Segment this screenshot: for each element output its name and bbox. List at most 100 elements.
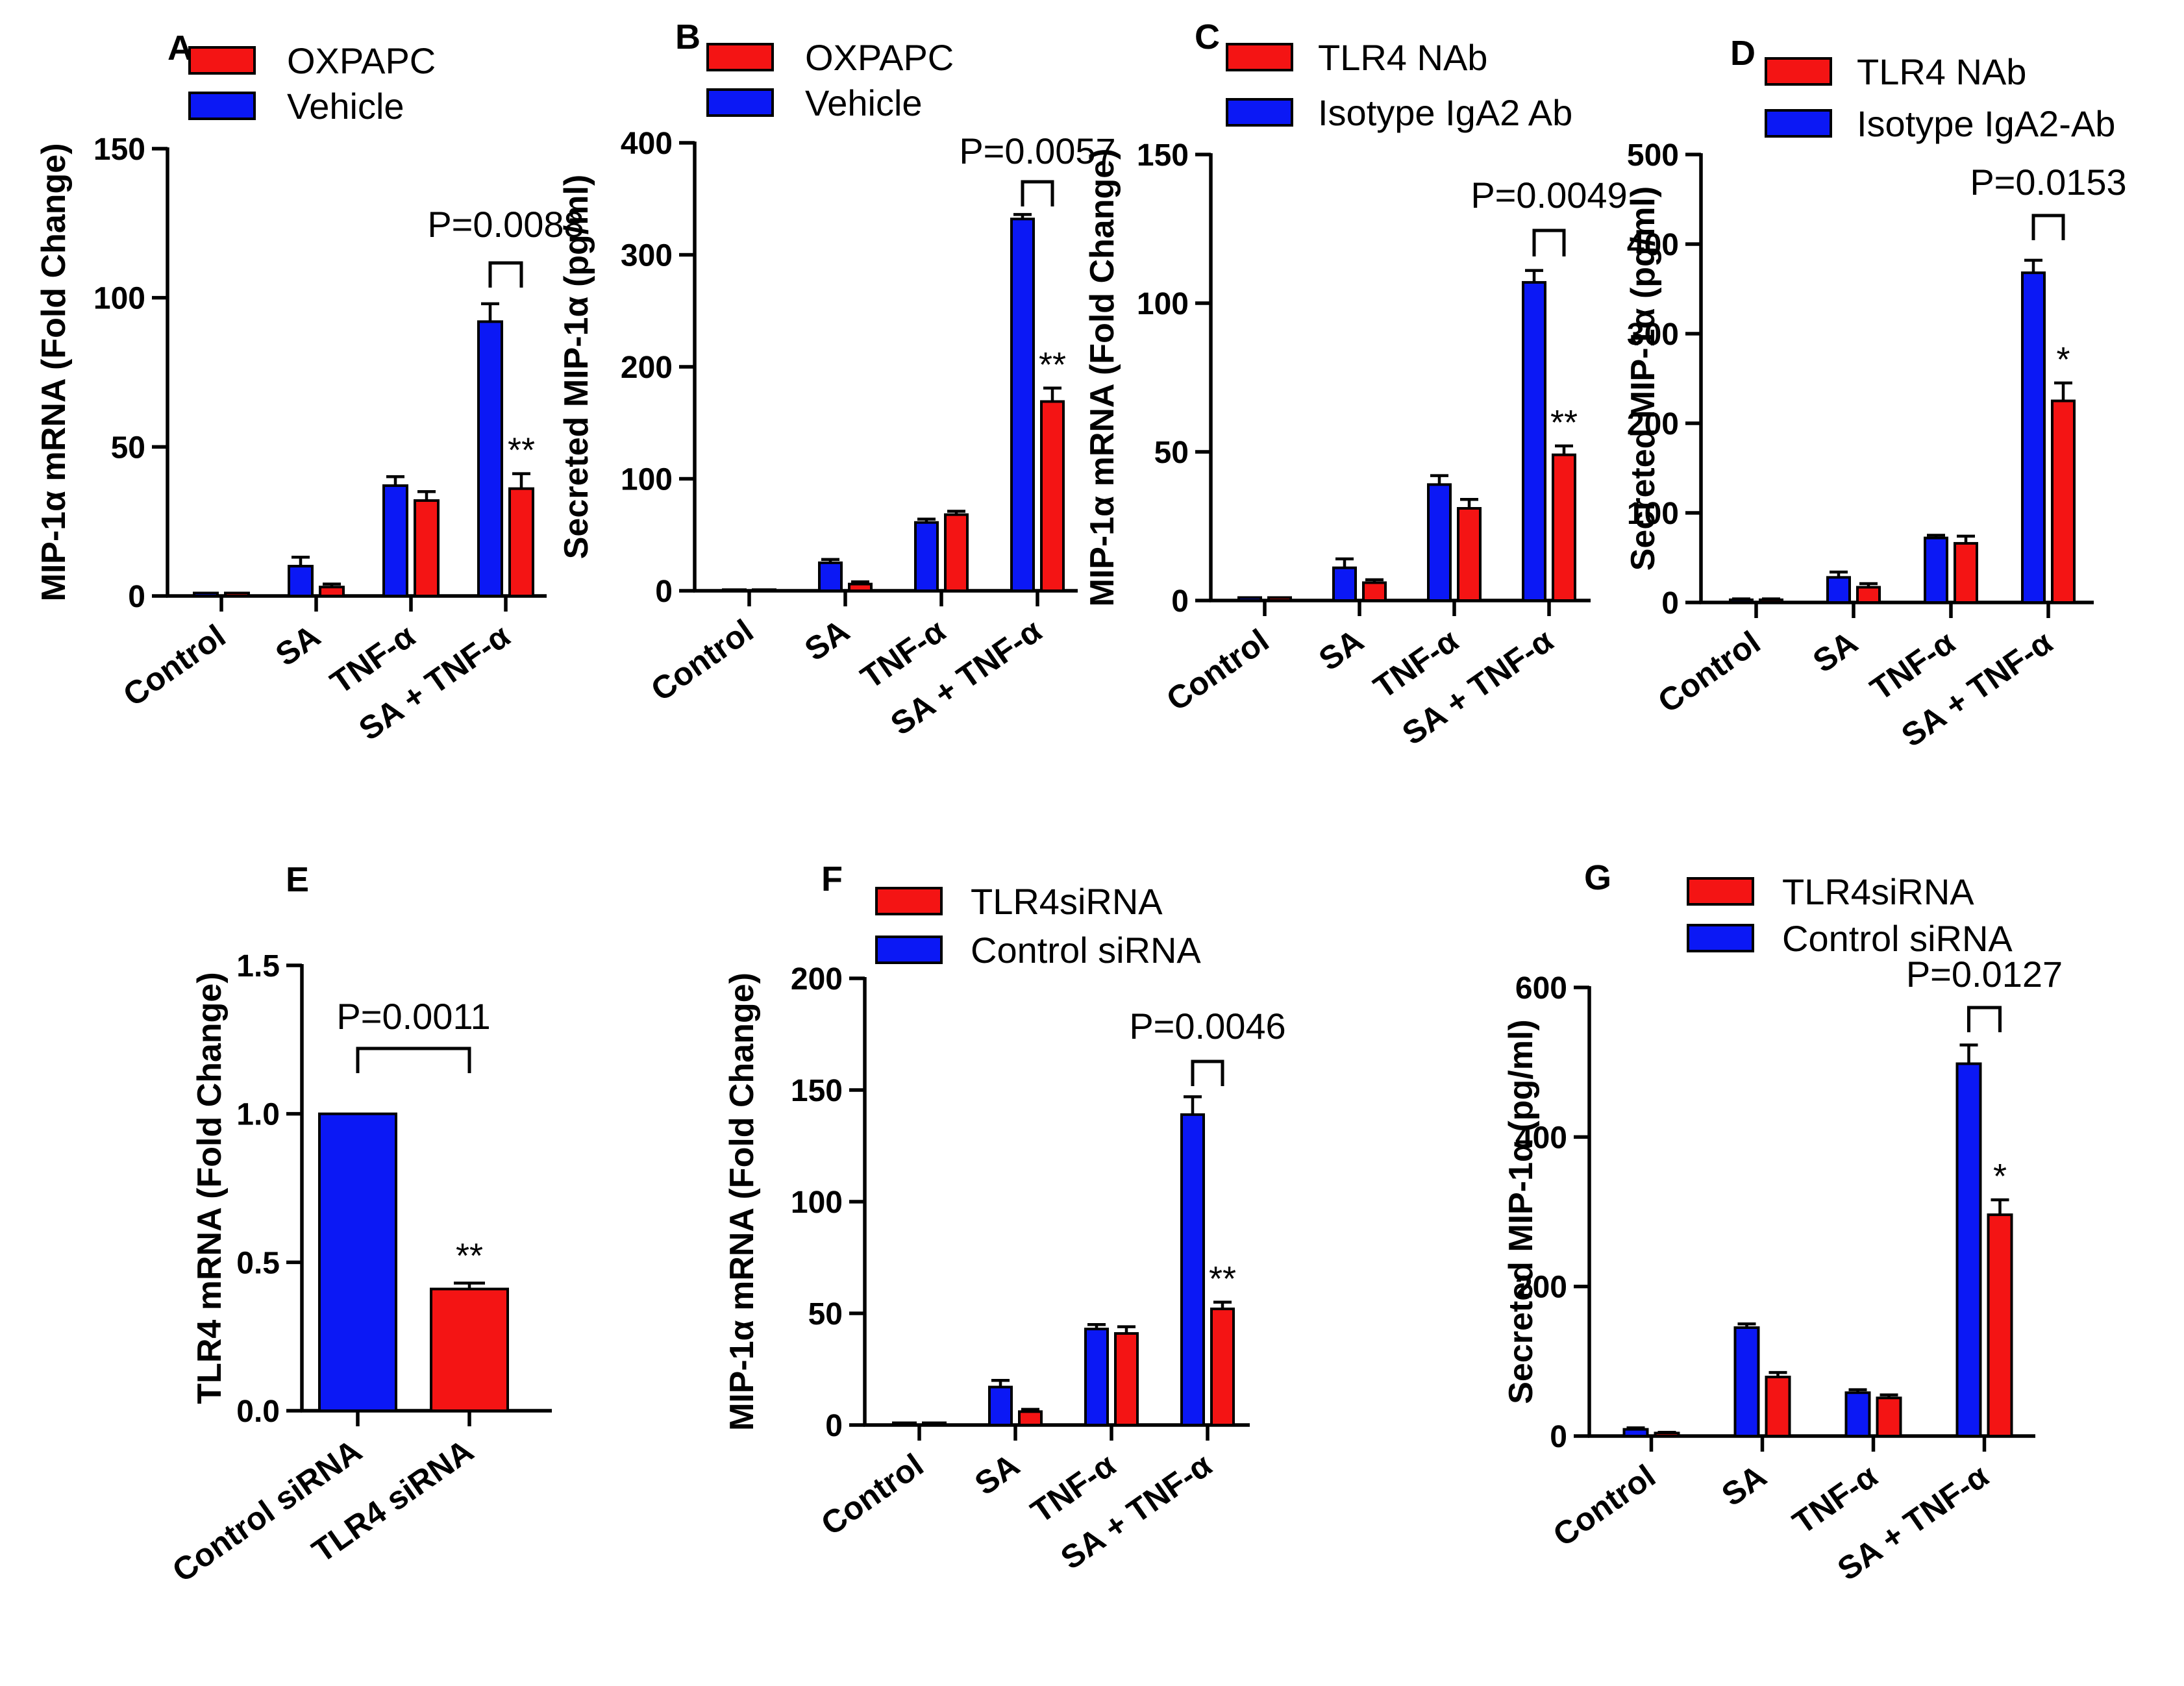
error-bar <box>1959 1043 1978 1064</box>
bar-blue <box>722 588 747 593</box>
error-bar <box>1555 444 1573 455</box>
legend-label: Control siRNA <box>971 930 1201 971</box>
panel-letter: C <box>1195 18 1220 56</box>
bar-red <box>752 588 776 593</box>
p-value-label: P=0.0049 <box>1470 175 1627 216</box>
error-bar <box>947 510 965 515</box>
bar-blue <box>288 565 314 597</box>
panel-g: G 0 200 400 600 Secreted MIP-1α (pg/ml) Contro… <box>1502 858 2063 1587</box>
legend-label: OXPAPC <box>805 37 954 78</box>
y-tick-label: 0 <box>825 1409 843 1443</box>
bar-blue <box>1522 280 1546 602</box>
significance-stars: ** <box>1039 345 1066 384</box>
error-bar <box>1859 582 1878 588</box>
p-value-label: P=0.0046 <box>1129 1006 1285 1047</box>
error-bar <box>1213 1300 1232 1309</box>
bar-red <box>944 513 969 593</box>
bar-red <box>319 586 345 597</box>
legend-label: Control siRNA <box>1782 918 2013 959</box>
x-tick-label: Control <box>1546 1457 1662 1554</box>
bar-blue <box>1924 536 1948 604</box>
x-tick-label: SA <box>1312 622 1370 678</box>
y-tick-label: 0.5 <box>236 1246 280 1280</box>
legend-swatch <box>1687 877 1754 906</box>
error-bar <box>1830 570 1848 578</box>
significance-stars: * <box>2056 340 2070 379</box>
panel-letter: B <box>675 18 701 56</box>
bar-red <box>1876 1396 1902 1437</box>
error-bar <box>991 1378 1010 1387</box>
bar-blue <box>1010 217 1035 592</box>
y-tick-label: 200 <box>1515 1271 1567 1305</box>
error-bar <box>1013 213 1032 219</box>
legend-label: TLR4 NAb <box>1318 37 1487 78</box>
x-tick-label: SA <box>1806 624 1864 680</box>
bar-blue <box>1084 1328 1109 1426</box>
bar-blue <box>2021 271 2046 604</box>
error-bar <box>1768 1370 1787 1378</box>
significance-stars: ** <box>1209 1259 1236 1298</box>
x-tick-label: Control <box>117 617 232 713</box>
legend-label: Isotype IgA2 Ab <box>1318 92 1572 133</box>
error-bar <box>454 1282 485 1289</box>
bar-red <box>1457 507 1482 602</box>
y-axis-title: MIP-1α mRNA (Fold Change) <box>35 143 73 601</box>
legend-swatch <box>706 43 774 71</box>
x-tick-label: Control siRNA <box>166 1432 368 1589</box>
significance-stars: ** <box>456 1236 483 1275</box>
y-tick-label: 100 <box>1137 287 1189 321</box>
bar-red <box>1040 400 1065 592</box>
y-tick-label: 600 <box>1515 971 1567 1006</box>
legend-swatch <box>1687 924 1754 952</box>
error-bar <box>1626 1426 1645 1430</box>
legend-label: TLR4siRNA <box>1782 871 1974 912</box>
y-tick-label: 0 <box>1661 586 1679 621</box>
panel-letter: E <box>286 860 309 899</box>
bar-blue <box>193 591 219 598</box>
y-axis-title: Secreted MIP-1α (pg/ml) <box>558 175 595 560</box>
error-bar <box>1657 1430 1676 1434</box>
bar-red <box>1765 1376 1791 1437</box>
significance-bracket <box>1532 229 1566 256</box>
error-bar <box>481 302 499 322</box>
y-tick-label: 150 <box>791 1074 843 1108</box>
x-tick-label: SA <box>968 1446 1026 1502</box>
bar-red <box>430 1287 509 1412</box>
significance-bracket <box>356 1047 471 1073</box>
bar-red <box>1018 1410 1043 1427</box>
error-bar <box>851 580 869 584</box>
y-tick-label: 300 <box>1627 317 1679 352</box>
y-tick-label: 400 <box>621 127 673 161</box>
error-bar <box>1991 1198 2009 1215</box>
error-bar <box>386 475 404 486</box>
p-value-label: P=0.0127 <box>1906 954 2063 995</box>
legend-label: OXPAPC <box>287 40 436 81</box>
error-bar <box>1460 498 1478 509</box>
bar-blue <box>1826 576 1851 604</box>
bar-red <box>1552 453 1576 602</box>
bar-blue <box>382 484 408 598</box>
bar-red <box>2051 399 2076 604</box>
p-value-label: P=0.0088 <box>427 204 584 245</box>
legend-swatch <box>875 936 943 964</box>
p-value-label: P=0.0011 <box>336 996 490 1037</box>
y-axis-title: Secreted MIP-1α (pg/ml) <box>1502 1019 1540 1404</box>
y-axis-title: MIP-1α mRNA (Fold Change) <box>723 973 761 1431</box>
bar-blue <box>1733 1326 1760 1437</box>
bar-blue <box>818 561 843 592</box>
significance-stars: ** <box>1550 403 1578 442</box>
error-bar <box>2024 258 2042 273</box>
x-tick-label: SA <box>798 612 856 668</box>
significance-bracket <box>488 261 523 288</box>
error-bar <box>1335 557 1354 568</box>
y-tick-label: 200 <box>1627 407 1679 441</box>
y-tick-label: 0 <box>128 580 145 614</box>
y-tick-label: 150 <box>1137 138 1189 173</box>
error-bar <box>1117 1325 1135 1333</box>
bar-blue <box>1622 1428 1649 1438</box>
panel-letter: F <box>821 860 843 899</box>
error-bar <box>323 582 341 588</box>
panel-d: D 0 100 200 300 400 500 Secreted MIP-1α (pg/ml)… <box>1624 34 2127 754</box>
bar-blue <box>1955 1062 1982 1437</box>
error-bar <box>512 472 530 489</box>
